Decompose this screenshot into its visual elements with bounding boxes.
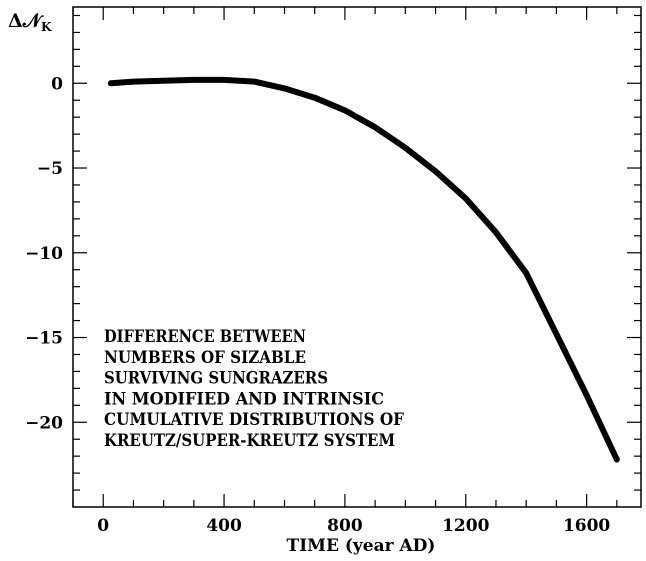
- y-tick-label: −20: [25, 413, 63, 433]
- axis-ticks: [72, 7, 641, 507]
- x-tick-label: 400: [206, 516, 242, 536]
- annotation-line: KREUTZ/SUPER-KREUTZ SYSTEM: [104, 431, 395, 451]
- y-tick-label: 0: [51, 74, 63, 94]
- y-axis-title: Δ𝒩K: [8, 10, 52, 34]
- annotation-line: DIFFERENCE BETWEEN: [104, 327, 306, 347]
- x-tick-label: 800: [327, 516, 363, 536]
- x-tick-label: 1200: [442, 516, 489, 536]
- y-tick-label: −5: [37, 159, 63, 179]
- y-tick-label: −15: [25, 329, 63, 349]
- y-tick-label: −10: [25, 244, 63, 264]
- data-curve: [107, 76, 620, 463]
- y-axis-title-subscript: K: [41, 20, 52, 34]
- series-layer: [107, 76, 620, 463]
- y-tick-labels: 0 −5 −10 −15 −20: [25, 74, 63, 433]
- annotation-line: SURVIVING SUNGRAZERS: [104, 369, 328, 389]
- annotation-line: IN MODIFIED AND INTRINSIC: [104, 389, 384, 409]
- plot-frame: [72, 6, 642, 508]
- x-axis-title: TIME (year AD): [287, 536, 436, 556]
- y-axis-title-main: Δ𝒩: [8, 10, 45, 32]
- x-tick-label: 0: [97, 516, 109, 536]
- x-tick-label: 1600: [563, 516, 610, 536]
- annotation-line: NUMBERS OF SIZABLE: [104, 348, 306, 368]
- x-tick-labels: 0 400 800 1200 1600: [97, 516, 610, 536]
- annotation-line: CUMULATIVE DISTRIBUTIONS OF: [104, 410, 404, 430]
